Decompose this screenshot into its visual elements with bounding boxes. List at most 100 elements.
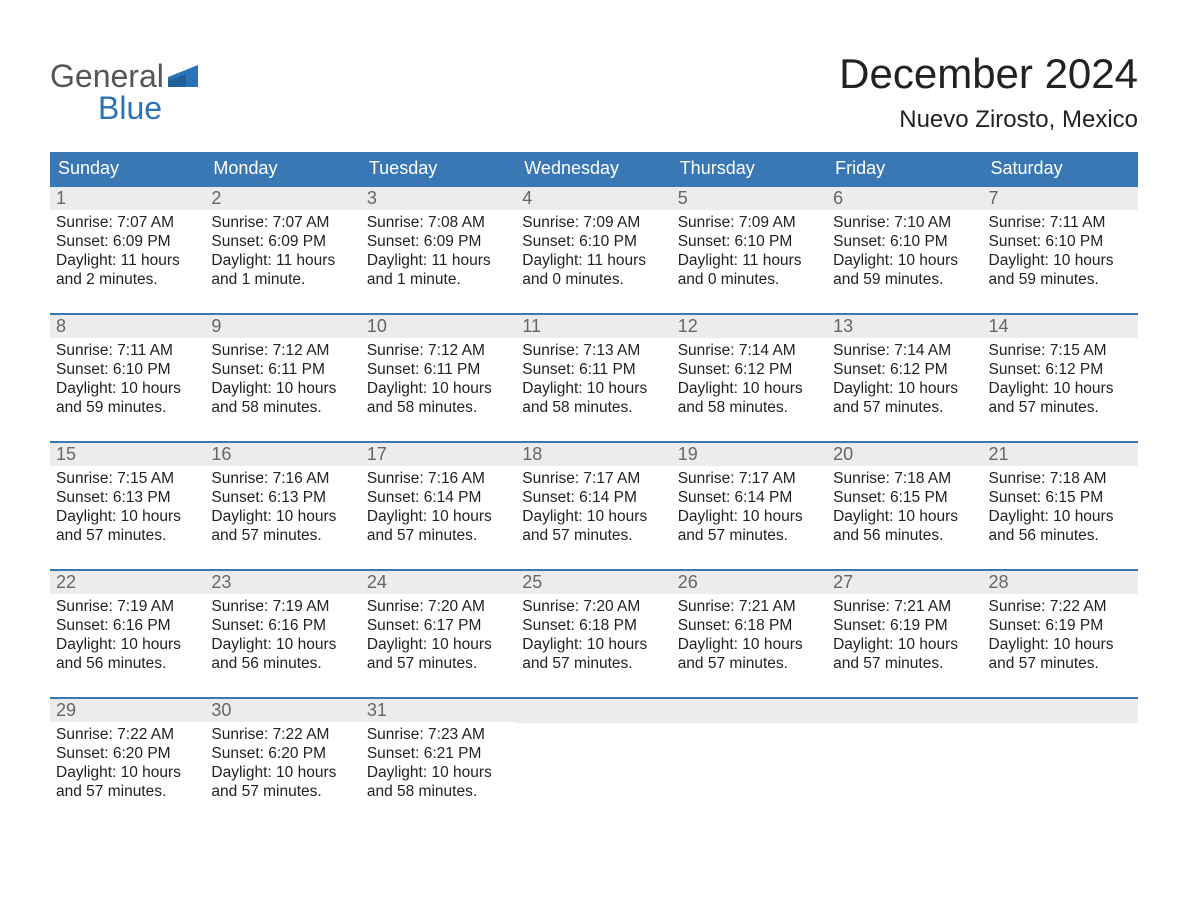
day-header: Monday xyxy=(205,152,360,185)
sunset-line: Sunset: 6:14 PM xyxy=(367,489,510,508)
sunrise-line: Sunrise: 7:15 AM xyxy=(56,470,199,489)
sunrise-line: Sunrise: 7:18 AM xyxy=(989,470,1132,489)
day-cell: 31Sunrise: 7:23 AMSunset: 6:21 PMDayligh… xyxy=(361,699,516,809)
sunset-line: Sunset: 6:12 PM xyxy=(678,361,821,380)
sunset-line: Sunset: 6:10 PM xyxy=(989,233,1132,252)
day-details: Sunrise: 7:17 AMSunset: 6:14 PMDaylight:… xyxy=(672,466,827,546)
calendar-grid: SundayMondayTuesdayWednesdayThursdayFrid… xyxy=(50,152,1138,809)
day-cell: 22Sunrise: 7:19 AMSunset: 6:16 PMDayligh… xyxy=(50,571,205,681)
sunrise-line: Sunrise: 7:11 AM xyxy=(989,214,1132,233)
sunrise-line: Sunrise: 7:09 AM xyxy=(522,214,665,233)
day-number: 6 xyxy=(827,187,982,210)
day-number xyxy=(672,699,827,723)
day-details: Sunrise: 7:12 AMSunset: 6:11 PMDaylight:… xyxy=(205,338,360,418)
day-number: 21 xyxy=(983,443,1138,466)
day-details: Sunrise: 7:19 AMSunset: 6:16 PMDaylight:… xyxy=(50,594,205,674)
day-cell: 15Sunrise: 7:15 AMSunset: 6:13 PMDayligh… xyxy=(50,443,205,553)
daylight-line: Daylight: 10 hours and 59 minutes. xyxy=(989,252,1132,290)
day-details: Sunrise: 7:15 AMSunset: 6:12 PMDaylight:… xyxy=(983,338,1138,418)
logo-word-blue: Blue xyxy=(50,92,198,124)
daylight-line: Daylight: 10 hours and 57 minutes. xyxy=(211,508,354,546)
day-number: 18 xyxy=(516,443,671,466)
sunset-line: Sunset: 6:09 PM xyxy=(211,233,354,252)
week-row: 8Sunrise: 7:11 AMSunset: 6:10 PMDaylight… xyxy=(50,313,1138,425)
daylight-line: Daylight: 10 hours and 57 minutes. xyxy=(56,508,199,546)
daylight-line: Daylight: 10 hours and 56 minutes. xyxy=(833,508,976,546)
sunrise-line: Sunrise: 7:07 AM xyxy=(56,214,199,233)
day-cell: 20Sunrise: 7:18 AMSunset: 6:15 PMDayligh… xyxy=(827,443,982,553)
day-cell: 26Sunrise: 7:21 AMSunset: 6:18 PMDayligh… xyxy=(672,571,827,681)
week-row: 1Sunrise: 7:07 AMSunset: 6:09 PMDaylight… xyxy=(50,185,1138,297)
sunrise-line: Sunrise: 7:11 AM xyxy=(56,342,199,361)
sunset-line: Sunset: 6:16 PM xyxy=(211,617,354,636)
week-row: 22Sunrise: 7:19 AMSunset: 6:16 PMDayligh… xyxy=(50,569,1138,681)
sunrise-line: Sunrise: 7:22 AM xyxy=(56,726,199,745)
daylight-line: Daylight: 10 hours and 57 minutes. xyxy=(56,764,199,802)
day-number: 28 xyxy=(983,571,1138,594)
day-details: Sunrise: 7:21 AMSunset: 6:18 PMDaylight:… xyxy=(672,594,827,674)
day-header: Wednesday xyxy=(516,152,671,185)
sunrise-line: Sunrise: 7:20 AM xyxy=(367,598,510,617)
day-cell: 19Sunrise: 7:17 AMSunset: 6:14 PMDayligh… xyxy=(672,443,827,553)
day-details: Sunrise: 7:07 AMSunset: 6:09 PMDaylight:… xyxy=(50,210,205,290)
day-cell: 13Sunrise: 7:14 AMSunset: 6:12 PMDayligh… xyxy=(827,315,982,425)
day-number: 7 xyxy=(983,187,1138,210)
sunset-line: Sunset: 6:19 PM xyxy=(989,617,1132,636)
header: General Blue December 2024 Nuevo Zirosto… xyxy=(50,50,1138,134)
day-cell: 9Sunrise: 7:12 AMSunset: 6:11 PMDaylight… xyxy=(205,315,360,425)
day-number: 19 xyxy=(672,443,827,466)
daylight-line: Daylight: 10 hours and 59 minutes. xyxy=(56,380,199,418)
day-number: 31 xyxy=(361,699,516,722)
day-details: Sunrise: 7:18 AMSunset: 6:15 PMDaylight:… xyxy=(827,466,982,546)
daylight-line: Daylight: 10 hours and 57 minutes. xyxy=(678,636,821,674)
sunset-line: Sunset: 6:09 PM xyxy=(56,233,199,252)
day-details: Sunrise: 7:09 AMSunset: 6:10 PMDaylight:… xyxy=(516,210,671,290)
day-cell: 30Sunrise: 7:22 AMSunset: 6:20 PMDayligh… xyxy=(205,699,360,809)
sunset-line: Sunset: 6:20 PM xyxy=(211,745,354,764)
sunset-line: Sunset: 6:10 PM xyxy=(56,361,199,380)
sunrise-line: Sunrise: 7:08 AM xyxy=(367,214,510,233)
sunset-line: Sunset: 6:10 PM xyxy=(522,233,665,252)
day-details: Sunrise: 7:14 AMSunset: 6:12 PMDaylight:… xyxy=(827,338,982,418)
sunrise-line: Sunrise: 7:09 AM xyxy=(678,214,821,233)
sunset-line: Sunset: 6:10 PM xyxy=(678,233,821,252)
daylight-line: Daylight: 10 hours and 58 minutes. xyxy=(522,380,665,418)
day-number: 8 xyxy=(50,315,205,338)
daylight-line: Daylight: 10 hours and 57 minutes. xyxy=(522,636,665,674)
daylight-line: Daylight: 10 hours and 57 minutes. xyxy=(833,636,976,674)
week-row: 29Sunrise: 7:22 AMSunset: 6:20 PMDayligh… xyxy=(50,697,1138,809)
sunset-line: Sunset: 6:17 PM xyxy=(367,617,510,636)
day-cell: 5Sunrise: 7:09 AMSunset: 6:10 PMDaylight… xyxy=(672,187,827,297)
sunset-line: Sunset: 6:18 PM xyxy=(678,617,821,636)
day-cell: 4Sunrise: 7:09 AMSunset: 6:10 PMDaylight… xyxy=(516,187,671,297)
day-number: 5 xyxy=(672,187,827,210)
day-number: 25 xyxy=(516,571,671,594)
sunset-line: Sunset: 6:13 PM xyxy=(56,489,199,508)
day-number xyxy=(827,699,982,723)
sunset-line: Sunset: 6:12 PM xyxy=(989,361,1132,380)
day-details: Sunrise: 7:17 AMSunset: 6:14 PMDaylight:… xyxy=(516,466,671,546)
page-subtitle: Nuevo Zirosto, Mexico xyxy=(839,106,1138,134)
sunrise-line: Sunrise: 7:12 AM xyxy=(211,342,354,361)
day-details: Sunrise: 7:11 AMSunset: 6:10 PMDaylight:… xyxy=(50,338,205,418)
sunset-line: Sunset: 6:20 PM xyxy=(56,745,199,764)
day-number: 24 xyxy=(361,571,516,594)
daylight-line: Daylight: 10 hours and 57 minutes. xyxy=(989,380,1132,418)
sunrise-line: Sunrise: 7:15 AM xyxy=(989,342,1132,361)
day-cell: 17Sunrise: 7:16 AMSunset: 6:14 PMDayligh… xyxy=(361,443,516,553)
daylight-line: Daylight: 10 hours and 57 minutes. xyxy=(989,636,1132,674)
day-number xyxy=(516,699,671,723)
logo-word-general: General xyxy=(50,60,164,92)
day-details: Sunrise: 7:16 AMSunset: 6:14 PMDaylight:… xyxy=(361,466,516,546)
page-title: December 2024 xyxy=(839,50,1138,98)
day-header: Thursday xyxy=(672,152,827,185)
day-header-row: SundayMondayTuesdayWednesdayThursdayFrid… xyxy=(50,152,1138,185)
day-header: Tuesday xyxy=(361,152,516,185)
day-details: Sunrise: 7:19 AMSunset: 6:16 PMDaylight:… xyxy=(205,594,360,674)
daylight-line: Daylight: 10 hours and 59 minutes. xyxy=(833,252,976,290)
day-cell: 1Sunrise: 7:07 AMSunset: 6:09 PMDaylight… xyxy=(50,187,205,297)
day-details: Sunrise: 7:12 AMSunset: 6:11 PMDaylight:… xyxy=(361,338,516,418)
day-number: 1 xyxy=(50,187,205,210)
day-cell xyxy=(827,699,982,809)
sunset-line: Sunset: 6:09 PM xyxy=(367,233,510,252)
